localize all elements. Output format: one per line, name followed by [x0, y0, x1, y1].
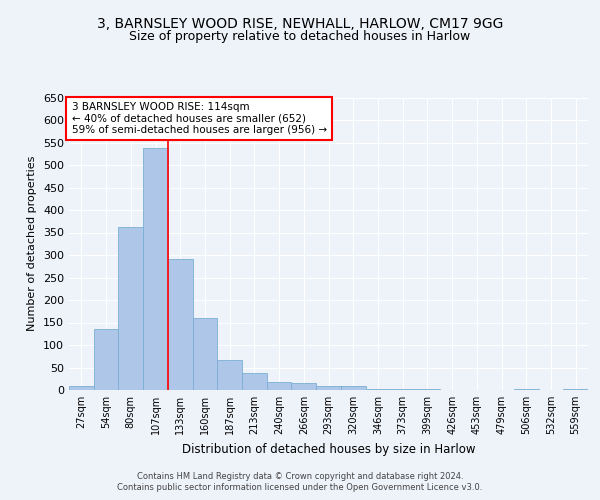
Bar	[242, 373, 267, 390]
Bar	[267, 382, 292, 390]
Bar	[316, 386, 341, 390]
Bar	[390, 389, 415, 390]
Bar	[415, 389, 440, 390]
Y-axis label: Number of detached properties: Number of detached properties	[28, 156, 37, 332]
Bar	[563, 388, 588, 390]
Text: Contains HM Land Registry data © Crown copyright and database right 2024.: Contains HM Land Registry data © Crown c…	[137, 472, 463, 481]
Bar	[118, 227, 143, 390]
Text: Size of property relative to detached houses in Harlow: Size of property relative to detached ho…	[130, 30, 470, 43]
Text: 3, BARNSLEY WOOD RISE, NEWHALL, HARLOW, CM17 9GG: 3, BARNSLEY WOOD RISE, NEWHALL, HARLOW, …	[97, 18, 503, 32]
Text: Contains public sector information licensed under the Open Government Licence v3: Contains public sector information licen…	[118, 483, 482, 492]
Bar	[168, 258, 193, 390]
Bar	[514, 388, 539, 390]
Bar	[193, 318, 217, 390]
Bar	[94, 329, 118, 390]
Bar	[341, 386, 365, 390]
Bar	[69, 386, 94, 390]
Bar	[365, 388, 390, 390]
Text: 3 BARNSLEY WOOD RISE: 114sqm
← 40% of detached houses are smaller (652)
59% of s: 3 BARNSLEY WOOD RISE: 114sqm ← 40% of de…	[71, 102, 327, 135]
Bar	[217, 360, 242, 390]
Bar	[292, 383, 316, 390]
Bar	[143, 148, 168, 390]
X-axis label: Distribution of detached houses by size in Harlow: Distribution of detached houses by size …	[182, 442, 475, 456]
